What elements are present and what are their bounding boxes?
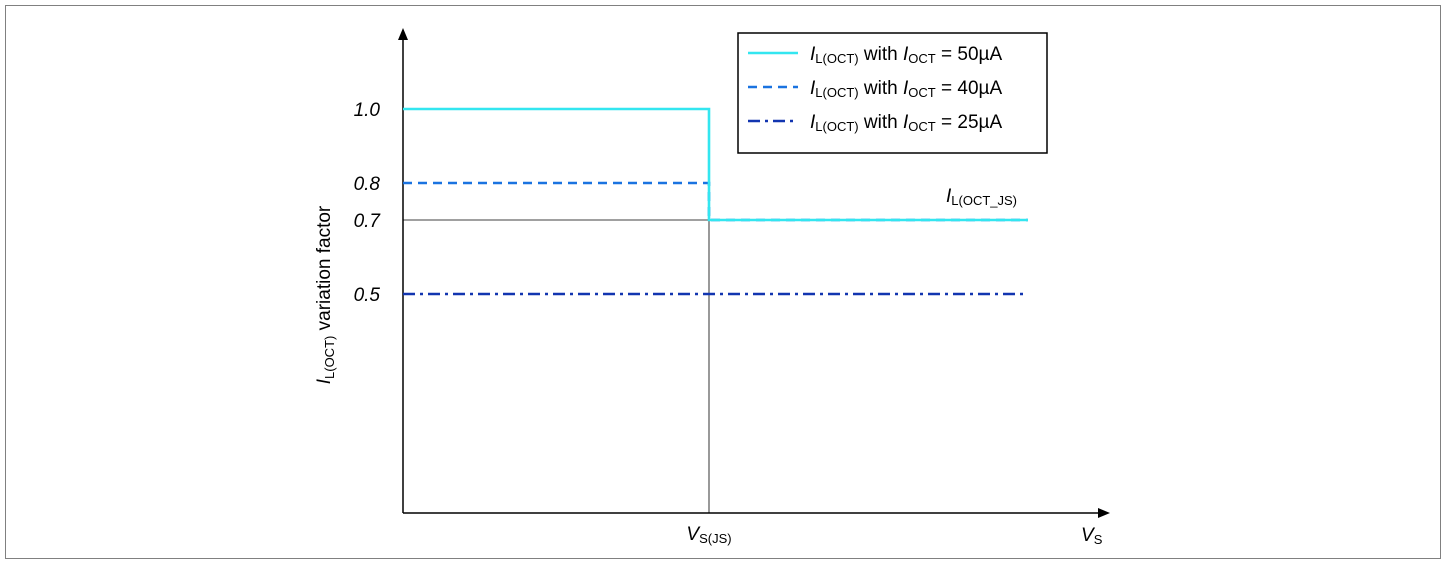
legend-label-i2: I xyxy=(903,112,909,133)
legend-label-i1: I xyxy=(810,44,816,65)
legend-label-mid: with xyxy=(859,78,903,99)
series-line-solid xyxy=(403,107,1028,222)
legend-label-s1: L(OCT) xyxy=(815,51,858,66)
legend-label-i1: I xyxy=(810,78,816,99)
x-axis-label: VS xyxy=(1081,525,1103,547)
x-marker-sub: S(JS) xyxy=(699,531,732,546)
legend-label: IL(OCT) with IOCT = 50µA xyxy=(810,44,1002,66)
legend-label-s1: L(OCT) xyxy=(815,85,858,100)
y-axis-label-sub: L(OCT) xyxy=(322,336,337,379)
legend-label-s2: OCT xyxy=(908,119,936,134)
x-axis-label-main: V xyxy=(1081,525,1096,546)
x-axis-label-sub: S xyxy=(1094,532,1103,547)
y-axis-label: IL(OCT) variation factor xyxy=(314,205,337,384)
annotation-sub: L(OCT_JS) xyxy=(951,193,1017,208)
y-tick-label: 0.8 xyxy=(354,174,381,195)
legend-label-tail: = 25µA xyxy=(936,112,1003,133)
annotation-main: I xyxy=(946,186,952,207)
series-lines xyxy=(403,107,1028,296)
y-tick-label: 1.0 xyxy=(354,100,381,121)
y-axis-label-rest: variation factor xyxy=(314,205,335,336)
y-tick-label: 0.5 xyxy=(354,285,381,306)
legend-label-i1: I xyxy=(810,112,816,133)
legend-label-i2: I xyxy=(903,44,909,65)
legend-label-tail: = 40µA xyxy=(936,78,1003,99)
legend-label: IL(OCT) with IOCT = 40µA xyxy=(810,78,1002,100)
x-marker-main: V xyxy=(686,524,701,545)
y-tick-label: 0.7 xyxy=(354,211,382,232)
legend-label: IL(OCT) with IOCT = 25µA xyxy=(810,112,1002,134)
legend-label-mid: with xyxy=(859,44,903,65)
legend-label-s2: OCT xyxy=(908,51,936,66)
chart-frame xyxy=(5,5,1441,559)
x-marker-label: VS(JS) xyxy=(686,524,731,546)
legend-label-i2: I xyxy=(903,78,909,99)
legend-label-tail: = 50µA xyxy=(936,44,1003,65)
legend-label-mid: with xyxy=(859,112,903,133)
y-axis-label-main: I xyxy=(314,378,335,384)
series-line-dashed xyxy=(403,181,1028,222)
annotation-label: IL(OCT_JS) xyxy=(946,186,1017,208)
legend-label-s1: L(OCT) xyxy=(815,119,858,134)
y-tick-labels: 1.0 0.8 0.7 0.5 xyxy=(354,100,382,306)
legend-label-s2: OCT xyxy=(908,85,936,100)
